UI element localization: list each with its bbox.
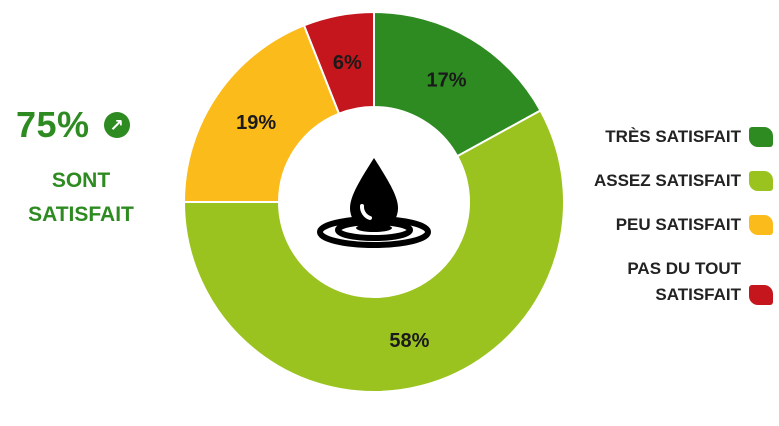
legend: TRÈS SATISFAIT ASSEZ SATISFAIT PEU SATIS…	[553, 124, 773, 326]
satisfaction-callout: 75% ↗ SONT SATISFAIT	[16, 104, 196, 232]
slice-label: 6%	[333, 52, 362, 74]
callout-line-2: SATISFAIT	[28, 203, 134, 226]
slice-label: 17%	[427, 69, 467, 91]
legend-label: TRÈS SATISFAIT	[605, 127, 741, 146]
legend-label: PAS DU TOUT SATISFAIT	[627, 259, 741, 304]
callout-subtitle: SONT SATISFAIT	[16, 164, 146, 232]
donut-slices	[182, 10, 565, 393]
water-drop-ripple-icon	[317, 158, 431, 248]
donut-slice	[302, 10, 375, 115]
legend-swatch	[749, 171, 773, 191]
donut-slice	[373, 10, 542, 158]
legend-label: ASSEZ SATISFAIT	[593, 171, 741, 190]
callout-percentage: 75%	[16, 104, 90, 145]
legend-item: TRÈS SATISFAIT	[553, 124, 773, 150]
legend-item: ASSEZ SATISFAIT	[553, 168, 773, 194]
legend-item: PEU SATISFAIT	[553, 212, 773, 238]
donut-slice	[182, 109, 565, 393]
slice-labels: 17% 58% 19% 6%	[236, 52, 467, 352]
legend-label: PEU SATISFAIT	[615, 215, 741, 234]
legend-swatch	[749, 285, 773, 305]
legend-swatch	[749, 127, 773, 147]
slice-label: 58%	[389, 330, 429, 352]
donut-slice	[182, 24, 341, 203]
callout-percentage-row: 75% ↗	[16, 104, 196, 146]
legend-swatch	[749, 215, 773, 235]
arrow-up-right-icon: ↗	[103, 112, 130, 138]
callout-line-1: SONT	[51, 169, 111, 192]
slice-label: 19%	[236, 112, 276, 134]
legend-item: PAS DU TOUT SATISFAIT	[553, 256, 773, 308]
